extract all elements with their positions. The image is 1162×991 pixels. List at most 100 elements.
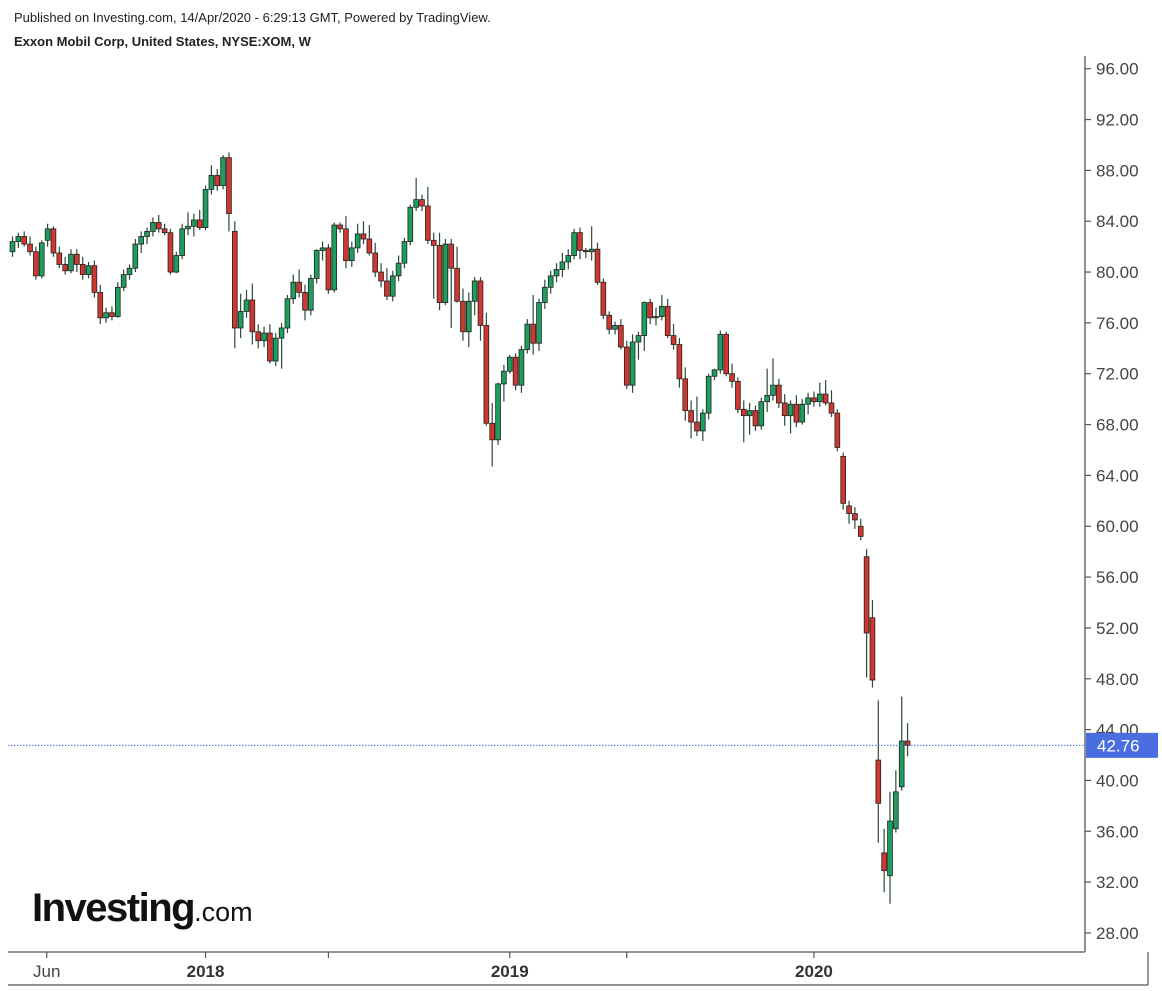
candle-up [278, 327, 285, 339]
candle-down [811, 397, 817, 403]
candle-up [313, 250, 320, 279]
candle-down [606, 314, 612, 330]
candle-up [565, 255, 572, 263]
candle-up [331, 224, 338, 291]
axes: 96.00 92.00 88.00 84.00 80.00 76.00 72.00 68.00… [8, 56, 1158, 986]
y-tick-label: 36.00 [1096, 822, 1139, 841]
candles-group [9, 152, 911, 904]
candle-down [21, 236, 27, 245]
candle-up [612, 325, 618, 330]
candle-down [231, 230, 238, 329]
candle-up [185, 225, 191, 230]
candle-up [501, 370, 507, 385]
candle-up [132, 243, 139, 269]
x-tick-label: 2019 [491, 962, 529, 981]
candle-down [62, 264, 68, 272]
candle-down [366, 238, 373, 254]
candle-up [126, 267, 133, 275]
candle-down [214, 175, 221, 187]
investing-logo: Investing.com [32, 886, 253, 931]
candle-up [764, 394, 770, 403]
candle-down [781, 402, 788, 417]
candle-down [512, 356, 519, 386]
candle-down [296, 281, 302, 293]
y-tick-label: 56.00 [1096, 568, 1139, 587]
candle-down [343, 228, 349, 262]
candle-up [389, 275, 396, 297]
candle-up [746, 410, 753, 417]
candle-down [723, 333, 729, 375]
y-tick-label: 68.00 [1096, 416, 1139, 435]
candle-up [770, 384, 776, 396]
candle-up [898, 740, 905, 788]
candle-down [828, 402, 835, 414]
candle-up [887, 820, 893, 877]
candle-up [179, 228, 185, 256]
candle-up [465, 300, 472, 333]
x-tick-label: 2018 [187, 962, 225, 981]
candle-up [68, 253, 74, 272]
candle-up [44, 228, 51, 241]
candle-down [600, 281, 607, 316]
candle-up [407, 206, 414, 242]
y-tick-label: 80.00 [1096, 263, 1139, 282]
candle-down [618, 325, 624, 348]
candle-up [191, 219, 197, 227]
candle-down [419, 199, 425, 207]
symbol-title: Exxon Mobil Corp, United States, NYSE:XO… [14, 34, 311, 49]
candle-up [711, 369, 718, 377]
candle-up [817, 393, 823, 403]
candle-down [226, 157, 232, 214]
candle-up [506, 356, 513, 372]
published-info: Published on Investing.com, 14/Apr/2020 … [14, 10, 491, 25]
candle-up [261, 332, 267, 342]
candle-down [378, 271, 384, 282]
candle-up [559, 261, 566, 270]
logo-suffix-text: .com [194, 897, 253, 927]
candle-down [857, 525, 864, 537]
candle-up [202, 189, 209, 228]
candle-down [74, 253, 80, 265]
candle-up [220, 157, 226, 187]
candle-down [793, 403, 800, 423]
candle-down [729, 373, 735, 382]
candle-up [705, 375, 712, 414]
candle-up [471, 280, 478, 302]
candle-down [155, 222, 162, 230]
last-price-badge [1086, 732, 1158, 758]
candle-down [676, 344, 683, 380]
candle-down [109, 312, 115, 317]
candle-up [38, 242, 45, 277]
candle-down [822, 393, 829, 404]
candle-down [688, 410, 694, 423]
candle-down [530, 323, 536, 344]
candle-up [629, 341, 636, 386]
candle-down [583, 250, 589, 253]
candle-down [196, 219, 203, 228]
candle-up [284, 298, 291, 329]
candle-up [717, 333, 724, 371]
candle-down [337, 224, 343, 230]
candle-down [904, 740, 911, 746]
candle-down [594, 248, 601, 283]
y-tick-label: 76.00 [1096, 314, 1139, 333]
candle-up [243, 299, 250, 312]
candle-up [659, 305, 665, 317]
candle-up [524, 323, 531, 350]
candle-down [27, 243, 33, 253]
candle-down [752, 410, 759, 427]
candle-down [846, 505, 852, 514]
candle-up [495, 383, 501, 441]
candle-down [50, 228, 57, 254]
candle-up [272, 337, 279, 362]
candle-up [542, 286, 548, 303]
candle-up [635, 335, 642, 343]
y-tick-label: 72.00 [1096, 365, 1139, 384]
candle-down [483, 325, 490, 424]
candle-up [15, 236, 22, 242]
candle-up [413, 199, 419, 208]
candle-down [460, 300, 466, 333]
y-tick-label: 60.00 [1096, 517, 1139, 536]
candle-down [267, 332, 273, 362]
